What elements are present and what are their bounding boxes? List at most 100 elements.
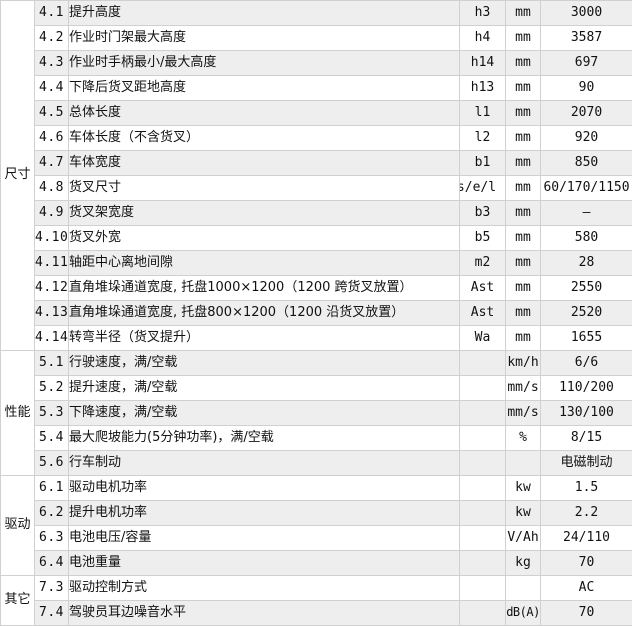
row-unit-cell: mm: [506, 201, 541, 226]
row-number-cell: 4.3: [35, 51, 69, 76]
row-description-cell: 作业时门架最大高度: [69, 26, 460, 51]
row-number-cell: 7.3: [35, 576, 69, 601]
row-unit-cell: mm: [506, 301, 541, 326]
row-symbol-cell: [460, 351, 506, 376]
row-symbol-cell: b1: [460, 151, 506, 176]
row-unit-cell: mm: [506, 326, 541, 351]
row-symbol-cell: h14: [460, 51, 506, 76]
row-description-cell: 直角堆垛通道宽度, 托盘800×1200（1200 沿货叉放置）: [69, 301, 460, 326]
row-number-cell: 6.2: [35, 501, 69, 526]
row-value-cell: 6/6: [541, 351, 632, 376]
row-description-cell: 下降后货叉距地高度: [69, 76, 460, 101]
category-cell-2: 性能: [1, 351, 35, 476]
row-number-cell: 7.4: [35, 601, 69, 626]
row-unit-cell: mm: [506, 176, 541, 201]
row-description-cell: 货叉尺寸: [69, 176, 460, 201]
row-value-cell: 28: [541, 251, 632, 276]
row-unit-cell: mm: [506, 26, 541, 51]
row-symbol-cell: Ast: [460, 276, 506, 301]
row-symbol-cell: [460, 576, 506, 601]
row-description-cell: 总体长度: [69, 101, 460, 126]
row-value-cell: AC: [541, 576, 632, 601]
row-number-cell: 5.1: [35, 351, 69, 376]
row-symbol-cell: Ast: [460, 301, 506, 326]
row-value-cell: 2550: [541, 276, 632, 301]
row-description-cell: 最大爬坡能力(5分钟功率)，满/空载: [69, 426, 460, 451]
row-number-cell: 6.3: [35, 526, 69, 551]
row-unit-cell: mm: [506, 251, 541, 276]
category-cell-3: 驱动: [1, 476, 35, 576]
row-value-cell: 697: [541, 51, 632, 76]
row-value-cell: 8/15: [541, 426, 632, 451]
row-value-cell: 580: [541, 226, 632, 251]
row-unit-cell: mm/s: [506, 401, 541, 426]
row-number-cell: 4.6: [35, 126, 69, 151]
row-number-cell: 4.10: [35, 226, 69, 251]
row-description-cell: 下降速度，满/空载: [69, 401, 460, 426]
row-value-cell: 110/200: [541, 376, 632, 401]
row-value-cell: 3000: [541, 1, 632, 26]
row-unit-cell: mm: [506, 226, 541, 251]
row-description-cell: 作业时手柄最小/最大高度: [69, 51, 460, 76]
row-value-cell: 2070: [541, 101, 632, 126]
row-value-cell: 2520: [541, 301, 632, 326]
row-unit-cell: km/h: [506, 351, 541, 376]
row-number-cell: 6.4: [35, 551, 69, 576]
row-description-cell: 行驶速度，满/空载: [69, 351, 460, 376]
row-description-cell: 驱动控制方式: [69, 576, 460, 601]
row-value-cell: –: [541, 201, 632, 226]
row-description-cell: 提升高度: [69, 1, 460, 26]
row-value-cell: 70: [541, 601, 632, 626]
row-symbol-cell: [460, 376, 506, 401]
row-unit-cell: mm: [506, 126, 541, 151]
row-unit-cell: [506, 576, 541, 601]
row-value-cell: 70: [541, 551, 632, 576]
row-number-cell: 4.13: [35, 301, 69, 326]
row-number-cell: 4.11: [35, 251, 69, 276]
row-unit-cell: mm: [506, 101, 541, 126]
row-description-cell: 提升速度，满/空载: [69, 376, 460, 401]
row-number-cell: 4.14: [35, 326, 69, 351]
row-description-cell: 货叉外宽: [69, 226, 460, 251]
row-symbol-cell: [460, 401, 506, 426]
row-number-cell: 4.12: [35, 276, 69, 301]
row-unit-cell: mm: [506, 151, 541, 176]
row-description-cell: 驾驶员耳边噪音水平: [69, 601, 460, 626]
row-description-cell: 驱动电机功率: [69, 476, 460, 501]
row-unit-cell-text: dB(A): [506, 606, 540, 619]
row-unit-cell: mm: [506, 1, 541, 26]
row-unit-cell: kg: [506, 551, 541, 576]
row-symbol-cell: m2: [460, 251, 506, 276]
row-value-cell: 24/110: [541, 526, 632, 551]
row-symbol-cell: [460, 601, 506, 626]
row-symbol-cell: [460, 426, 506, 451]
row-symbol-cell: l2: [460, 126, 506, 151]
row-unit-cell: dB(A): [506, 601, 541, 626]
row-symbol-cell: h3: [460, 1, 506, 26]
row-unit-cell: mm: [506, 276, 541, 301]
row-unit-cell: V/Ah: [506, 526, 541, 551]
row-number-cell: 4.5: [35, 101, 69, 126]
row-description-cell: 货叉架宽度: [69, 201, 460, 226]
row-unit-cell: mm: [506, 51, 541, 76]
row-symbol-cell: s/e/l: [460, 176, 506, 201]
row-symbol-cell: Wa: [460, 326, 506, 351]
row-symbol-cell: h4: [460, 26, 506, 51]
